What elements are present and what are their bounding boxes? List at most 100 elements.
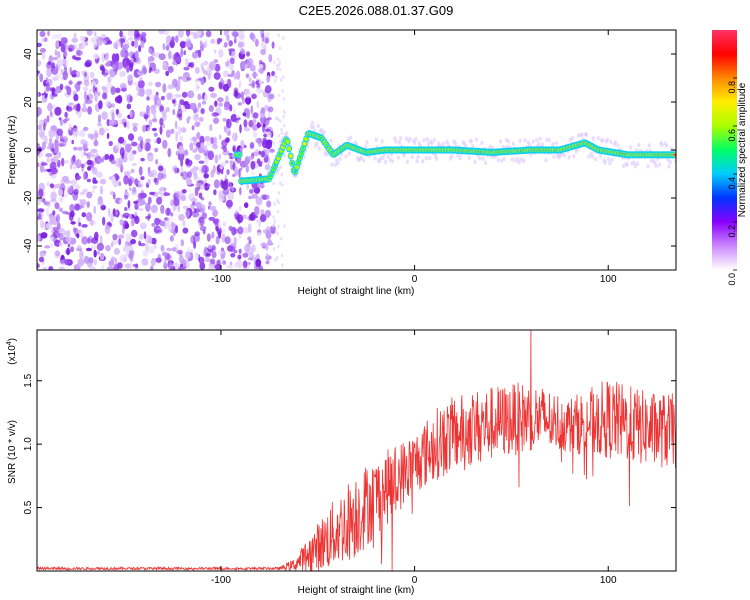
noise-blob — [282, 36, 285, 40]
noise-blob — [198, 160, 205, 164]
noise-blob — [59, 207, 63, 213]
signal-halo — [545, 137, 549, 143]
noise-blob — [276, 255, 279, 260]
noise-blob — [74, 57, 82, 61]
noise-blob — [262, 229, 270, 234]
noise-blob — [123, 59, 127, 69]
noise-blob — [165, 70, 170, 77]
noise-blob — [259, 214, 267, 223]
noise-blob — [222, 221, 227, 227]
signal-core — [303, 142, 306, 146]
noise-blob — [124, 207, 128, 211]
noise-blob — [138, 207, 144, 212]
noise-blob — [80, 35, 86, 42]
noise-blob — [119, 254, 125, 263]
noise-blob — [129, 187, 132, 191]
noise-blob — [184, 103, 192, 110]
noise-blob — [255, 196, 263, 206]
noise-blob — [167, 224, 172, 232]
noise-blob — [154, 229, 162, 233]
noise-blob — [265, 139, 273, 150]
noise-blob — [222, 260, 227, 265]
noise-blob — [214, 49, 217, 54]
noise-blob — [165, 107, 170, 112]
noise-blob — [69, 123, 72, 131]
signal-halo — [522, 158, 526, 164]
noise-blob — [272, 141, 276, 146]
noise-blob — [199, 225, 207, 231]
noise-blob — [199, 135, 205, 145]
noise-blob — [210, 137, 214, 144]
signal-halo — [614, 140, 618, 145]
signal-halo — [587, 154, 591, 159]
noise-blob — [238, 205, 242, 212]
signal-core — [297, 160, 300, 164]
noise-blob — [208, 248, 214, 254]
noise-blob — [76, 229, 82, 234]
noise-blob — [165, 129, 171, 138]
noise-blob — [283, 123, 286, 128]
noise-blob — [275, 116, 278, 120]
signal-halo — [383, 159, 388, 165]
noise-blob — [66, 230, 71, 237]
noise-blob — [134, 215, 140, 225]
signal-halo — [481, 156, 485, 161]
noise-blob — [265, 128, 271, 132]
noise-blob — [155, 159, 158, 165]
noise-blob — [153, 132, 158, 137]
noise-blob — [215, 235, 220, 245]
noise-blob — [218, 153, 222, 160]
noise-blob — [68, 102, 74, 106]
noise-blob — [166, 247, 173, 252]
noise-blob — [272, 181, 275, 186]
noise-blob — [252, 119, 257, 124]
noise-blob — [56, 151, 62, 159]
noise-blob — [85, 247, 93, 252]
colorbar-gradient — [712, 30, 737, 270]
snr-scale-close: ) — [7, 338, 18, 341]
noise-blob — [37, 70, 41, 74]
noise-blob — [37, 143, 40, 147]
noise-blob — [243, 127, 251, 132]
noise-blob — [249, 32, 255, 40]
noise-blob — [277, 117, 280, 122]
noise-blob — [90, 219, 94, 226]
noise-blob — [183, 149, 189, 156]
noise-blob — [244, 107, 250, 115]
signal-halo — [336, 160, 340, 166]
noise-blob — [245, 96, 252, 105]
noise-blob — [194, 66, 200, 74]
noise-blob — [146, 152, 154, 162]
y-tick-label: 20 — [23, 96, 34, 108]
signal-halo — [538, 136, 542, 141]
noise-blob — [55, 250, 60, 257]
noise-blob — [212, 138, 216, 143]
noise-blob — [260, 209, 265, 216]
noise-blob — [104, 69, 111, 74]
noise-blob — [268, 93, 275, 100]
noise-blob — [148, 47, 152, 54]
noise-blob — [91, 167, 96, 171]
signal-halo — [480, 140, 484, 145]
noise-blob — [59, 196, 64, 203]
noise-blob — [162, 64, 170, 71]
noise-blob — [196, 131, 201, 140]
noise-blob — [120, 87, 127, 92]
noise-blob — [250, 171, 256, 176]
signal-core — [287, 147, 291, 151]
noise-blob — [64, 258, 70, 266]
noise-blob — [95, 152, 99, 158]
signal-halo — [646, 164, 650, 169]
noise-blob — [195, 78, 199, 83]
noise-blob — [217, 97, 224, 103]
noise-blob — [54, 106, 62, 116]
noise-blob — [208, 86, 215, 92]
noise-blob — [180, 263, 184, 268]
noise-blob — [81, 224, 88, 228]
noise-blob — [179, 99, 185, 106]
noise-blob — [146, 96, 150, 101]
noise-blob — [153, 177, 158, 183]
noise-blob — [47, 61, 52, 65]
noise-blob — [78, 222, 82, 227]
noise-blob — [122, 212, 130, 218]
